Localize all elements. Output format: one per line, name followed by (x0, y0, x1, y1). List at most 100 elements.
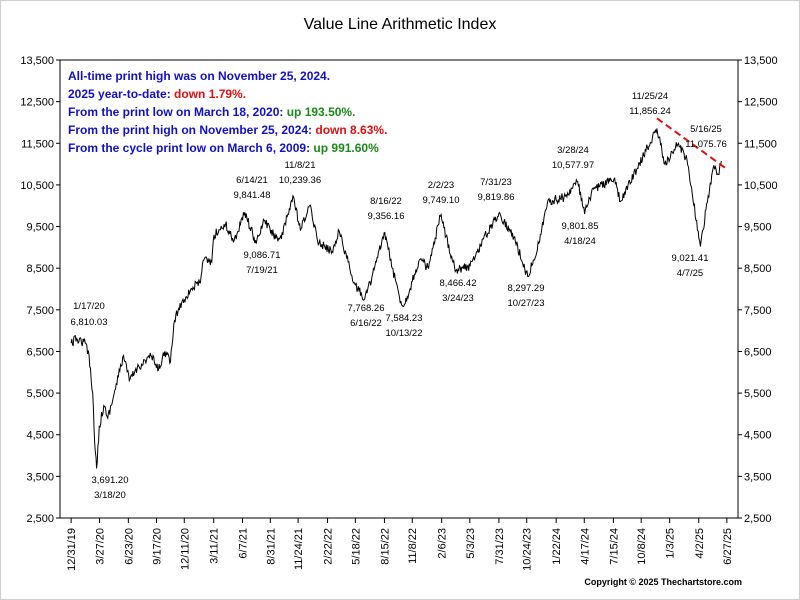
annotation-date: 3/24/23 (442, 293, 474, 304)
annotation-date: 3/28/24 (557, 145, 589, 156)
note-change: down 8.63%. (315, 123, 388, 137)
annotation-date: 11/8/21 (285, 160, 316, 171)
y-tick-label-right: 9,500 (744, 222, 772, 234)
note-change: down 1.79%. (174, 87, 247, 101)
y-tick-label-right: 11,500 (744, 138, 777, 150)
annotation-date: 4/7/25 (677, 268, 703, 279)
note-change: up 193.50%. (286, 105, 356, 119)
x-tick-label: 12/11/20 (179, 528, 191, 570)
x-tick-label: 2/22/22 (323, 528, 335, 565)
annotation-date: 6/14/21 (236, 175, 268, 186)
annotation-date: 11/25/24 (632, 91, 668, 102)
x-tick-label: 2/6/23 (437, 528, 449, 559)
x-tick-label: 12/31/19 (66, 528, 78, 571)
annotation-value: 9,749.10 (423, 195, 460, 206)
annotation-date: 7/19/21 (246, 265, 278, 276)
series-line (70, 128, 722, 469)
annotation-value: 3,691.20 (92, 475, 129, 486)
annotation-value: 9,801.85 (562, 221, 599, 232)
y-tick-label-left: 10,500 (20, 180, 54, 192)
annotation-date: 6/16/22 (350, 318, 382, 329)
annotation-value: 11,856.24 (629, 106, 671, 117)
x-tick-label: 10/24/23 (522, 528, 534, 571)
x-tick-label: 6/23/20 (123, 528, 135, 565)
x-tick-label: 6/27/25 (722, 528, 734, 565)
y-tick-label-left: 5,500 (26, 388, 54, 400)
y-tick-label-right: 2,500 (744, 513, 772, 525)
annotation-value: 9,021.41 (672, 253, 709, 264)
x-tick-label: 1/3/25 (665, 528, 677, 559)
annotation-date: 2/2/23 (428, 180, 454, 191)
x-tick-label: 4/2/25 (694, 528, 706, 559)
y-tick-label-left: 4,500 (26, 430, 54, 442)
annotation-value: 9,086.71 (244, 250, 281, 261)
y-tick-label-right: 13,500 (744, 55, 778, 67)
annotation-value: 9,356.16 (368, 211, 405, 222)
copyright-text: Copyright © 2025 Thechartstore.com (584, 577, 742, 587)
annotation-date: 4/18/24 (564, 236, 596, 247)
annotation-date: 10/27/23 (508, 298, 545, 309)
annotation-value: 7,768.26 (348, 303, 385, 314)
x-tick-label: 11/24/21 (293, 528, 305, 570)
x-tick-label: 5/18/22 (350, 528, 362, 565)
annotation-value: 11,075.76 (685, 139, 727, 150)
note-line: From the print low on March 18, 2020: up… (68, 103, 387, 121)
y-tick-label-left: 9,500 (26, 222, 54, 234)
note-line: From the print high on November 25, 2024… (68, 121, 387, 139)
note-text: From the print low on March 18, 2020: (68, 105, 287, 119)
annotation-value: 8,466.42 (440, 278, 477, 289)
notes-block: All-time print high was on November 25, … (68, 67, 387, 157)
trend-line (656, 117, 728, 170)
y-tick-label-right: 10,500 (744, 180, 778, 192)
x-tick-label: 7/31/23 (494, 528, 506, 565)
y-tick-label-left: 3,500 (26, 471, 54, 483)
note-line: From the cycle print low on March 6, 200… (68, 139, 387, 157)
y-tick-label-left: 11,500 (21, 138, 54, 150)
note-line: All-time print high was on November 25, … (68, 67, 387, 85)
y-tick-label-left: 12,500 (20, 97, 54, 109)
note-text: All-time print high was on November 25, … (68, 69, 331, 83)
y-tick-label-left: 7,500 (26, 305, 54, 317)
note-line: 2025 year-to-date: down 1.79%. (68, 85, 387, 103)
x-tick-label: 9/17/20 (151, 528, 163, 565)
chart-title: Value Line Arithmetic Index (303, 16, 497, 33)
note-text: From the print high on November 25, 2024… (68, 123, 316, 137)
annotation-value: 6,810.03 (71, 317, 108, 328)
y-tick-label-right: 5,500 (744, 388, 772, 400)
y-tick-label-right: 8,500 (744, 263, 772, 275)
y-tick-label-left: 6,500 (26, 346, 54, 358)
y-tick-label-left: 8,500 (26, 263, 54, 275)
y-tick-label-right: 7,500 (744, 305, 772, 317)
x-tick-label: 8/31/21 (265, 528, 277, 565)
note-text: 2025 year-to-date: (68, 87, 175, 101)
x-tick-label: 5/3/23 (465, 528, 477, 559)
annotation-date: 1/17/20 (73, 301, 105, 312)
note-text: From the cycle print low on March 6, 200… (68, 141, 314, 155)
x-tick-label: 10/8/24 (636, 528, 648, 565)
y-tick-label-left: 2,500 (26, 513, 54, 525)
annotation-date: 7/31/23 (480, 177, 512, 188)
annotation-value: 9,841.48 (234, 190, 271, 201)
annotation-date: 5/16/25 (690, 124, 722, 135)
annotation-date: 8/16/22 (370, 196, 402, 207)
annotation-value: 9,819.86 (478, 192, 515, 203)
x-tick-label: 3/27/20 (95, 528, 107, 565)
y-tick-label-right: 12,500 (744, 97, 778, 109)
x-tick-label: 4/17/24 (579, 528, 591, 565)
x-tick-label: 7/15/24 (608, 528, 620, 565)
x-tick-label: 3/11/21 (209, 528, 221, 564)
y-tick-label-left: 13,500 (20, 55, 54, 67)
annotation-value: 7,584.23 (386, 313, 423, 324)
annotation-value: 8,297.29 (508, 283, 545, 294)
annotation-date: 10/13/22 (386, 328, 423, 339)
annotation-value: 10,577.97 (552, 160, 594, 171)
y-tick-label-right: 3,500 (744, 471, 772, 483)
annotation-value: 10,239.36 (279, 175, 321, 186)
x-tick-label: 8/15/22 (379, 528, 391, 565)
x-tick-label: 6/7/21 (238, 528, 250, 559)
x-tick-label: 11/8/22 (407, 528, 419, 564)
x-tick-label: 1/22/24 (551, 528, 563, 565)
plot-area (59, 59, 739, 519)
y-tick-label-right: 6,500 (744, 346, 772, 358)
